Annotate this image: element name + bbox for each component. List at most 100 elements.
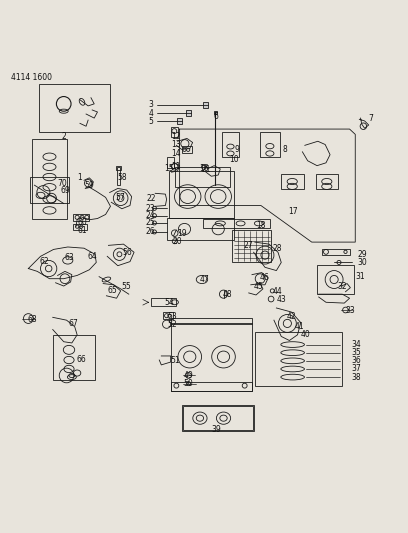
Text: 25: 25: [146, 219, 155, 228]
Bar: [171, 324, 252, 391]
Text: 18: 18: [256, 221, 266, 230]
Text: 31: 31: [356, 272, 365, 281]
Text: 48: 48: [223, 289, 233, 298]
Text: 11: 11: [171, 163, 180, 172]
Bar: [53, 335, 95, 379]
Text: 28: 28: [273, 244, 282, 253]
Text: 7: 7: [368, 114, 373, 123]
Bar: [175, 167, 230, 187]
Bar: [177, 118, 182, 124]
Text: 16: 16: [199, 164, 209, 173]
Text: 23: 23: [146, 204, 155, 213]
Text: 26: 26: [146, 228, 155, 237]
Bar: [203, 219, 270, 228]
Text: 14: 14: [171, 149, 180, 158]
Bar: [222, 132, 239, 157]
Bar: [162, 312, 173, 319]
Bar: [233, 230, 271, 262]
Text: 60: 60: [77, 218, 87, 227]
Text: 24: 24: [146, 211, 155, 220]
Text: 65: 65: [108, 286, 118, 295]
Bar: [116, 166, 121, 169]
Bar: [281, 174, 304, 189]
Text: 36: 36: [352, 357, 361, 365]
Text: 30: 30: [358, 258, 368, 267]
Text: 55: 55: [121, 281, 131, 290]
Text: 34: 34: [352, 340, 361, 349]
Text: 21: 21: [201, 165, 211, 174]
Text: 9: 9: [234, 145, 239, 154]
Text: 2: 2: [61, 132, 66, 141]
Text: 35: 35: [352, 348, 361, 357]
Text: 1: 1: [78, 173, 82, 182]
Text: 49: 49: [184, 371, 193, 380]
Bar: [166, 157, 174, 168]
Bar: [73, 214, 89, 221]
Text: 50: 50: [184, 379, 193, 388]
Bar: [39, 84, 111, 132]
Bar: [322, 248, 350, 255]
Text: 38: 38: [352, 373, 361, 382]
Bar: [171, 382, 252, 391]
Text: 19: 19: [177, 229, 186, 238]
Bar: [166, 217, 234, 240]
Bar: [316, 174, 338, 189]
Text: 42: 42: [286, 312, 296, 321]
Text: 67: 67: [68, 319, 78, 328]
Text: 4: 4: [149, 109, 153, 118]
Bar: [151, 298, 176, 306]
Text: 3: 3: [149, 100, 153, 109]
Text: 51: 51: [170, 357, 180, 365]
Text: 4114 1600: 4114 1600: [11, 74, 52, 83]
Text: 8: 8: [283, 145, 288, 154]
Text: 46: 46: [259, 273, 269, 282]
Text: 45: 45: [254, 281, 264, 290]
Text: 53: 53: [167, 312, 177, 321]
Text: 13: 13: [171, 140, 180, 149]
Text: 39: 39: [211, 425, 221, 434]
Text: 64: 64: [87, 252, 97, 261]
Text: 37: 37: [352, 365, 361, 374]
Bar: [117, 167, 120, 185]
Bar: [73, 224, 87, 230]
Text: 56: 56: [122, 248, 132, 257]
Text: 62: 62: [40, 257, 49, 266]
Text: 63: 63: [64, 253, 74, 262]
Text: 52: 52: [167, 320, 177, 329]
Bar: [30, 177, 69, 204]
Text: 29: 29: [358, 250, 367, 259]
Bar: [183, 406, 253, 430]
Text: 32: 32: [337, 282, 347, 292]
Text: 40: 40: [301, 330, 310, 340]
Text: 47: 47: [199, 275, 209, 284]
Text: 58: 58: [117, 173, 126, 182]
Text: 17: 17: [288, 207, 298, 216]
Text: 69: 69: [61, 185, 71, 195]
Bar: [169, 171, 235, 217]
Text: 6: 6: [214, 111, 219, 120]
Text: 22: 22: [146, 193, 156, 203]
Bar: [260, 132, 279, 157]
Bar: [317, 265, 355, 294]
Text: 12: 12: [171, 132, 180, 141]
Text: 10: 10: [230, 156, 239, 165]
Bar: [203, 102, 208, 108]
Text: 27: 27: [244, 241, 253, 250]
Text: 41: 41: [295, 322, 304, 331]
Text: 43: 43: [276, 295, 286, 304]
Bar: [171, 318, 252, 324]
Text: 61: 61: [77, 226, 87, 235]
Text: 20: 20: [173, 237, 182, 246]
Bar: [182, 405, 254, 431]
Text: 44: 44: [272, 287, 282, 296]
Text: 33: 33: [346, 306, 355, 315]
Text: 59: 59: [84, 181, 94, 190]
Text: 66: 66: [76, 354, 86, 364]
Bar: [171, 127, 178, 137]
Text: 5: 5: [149, 117, 153, 126]
Bar: [182, 146, 192, 154]
Text: 68: 68: [28, 315, 37, 324]
Bar: [32, 139, 67, 219]
Text: 70: 70: [58, 179, 67, 188]
Text: 15: 15: [164, 164, 174, 173]
